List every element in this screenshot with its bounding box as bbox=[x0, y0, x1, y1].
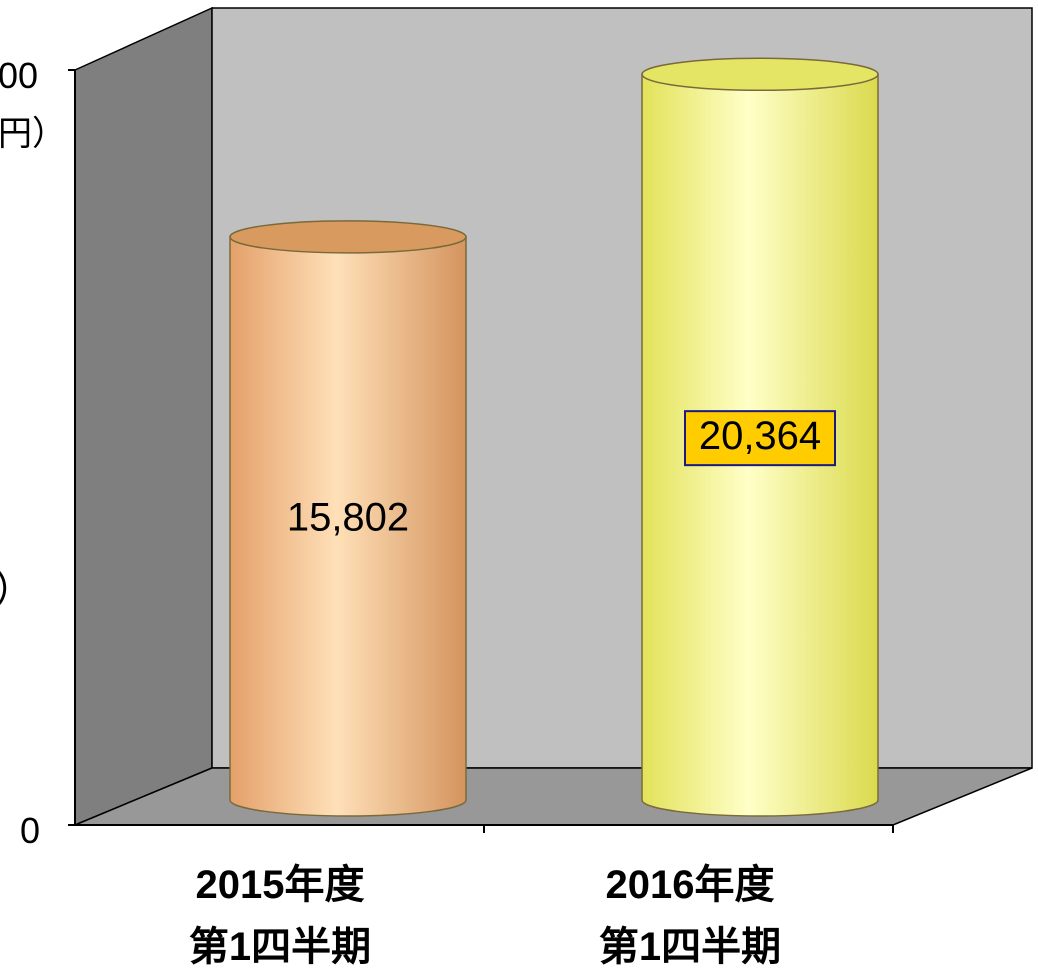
value-label: 15,802 bbox=[287, 495, 409, 539]
cylinder-body bbox=[229, 236, 467, 817]
x-tick-label: 2016年度 bbox=[606, 863, 775, 907]
value-label: 20,364 bbox=[699, 414, 821, 458]
y-tick-label-zero: 0 bbox=[20, 810, 40, 851]
value-label-box bbox=[684, 410, 836, 467]
x-tick-label: 2015年度 bbox=[196, 863, 365, 907]
cylinder-bar: 20,364 bbox=[641, 57, 879, 817]
floor bbox=[74, 767, 1033, 826]
cylinder-top bbox=[641, 57, 879, 92]
y-tick-label-top: 00 bbox=[0, 55, 38, 96]
cylinder-top bbox=[229, 220, 467, 254]
x-tick-label: 第1四半期 bbox=[599, 925, 781, 969]
y-axis-title-fragment: ） bbox=[0, 568, 34, 612]
y-axis-unit: 円） bbox=[0, 115, 66, 153]
x-tick-label: 第1四半期 bbox=[189, 925, 371, 969]
cylinder-bar: 15,802 bbox=[229, 220, 467, 817]
side-wall bbox=[74, 6, 213, 827]
